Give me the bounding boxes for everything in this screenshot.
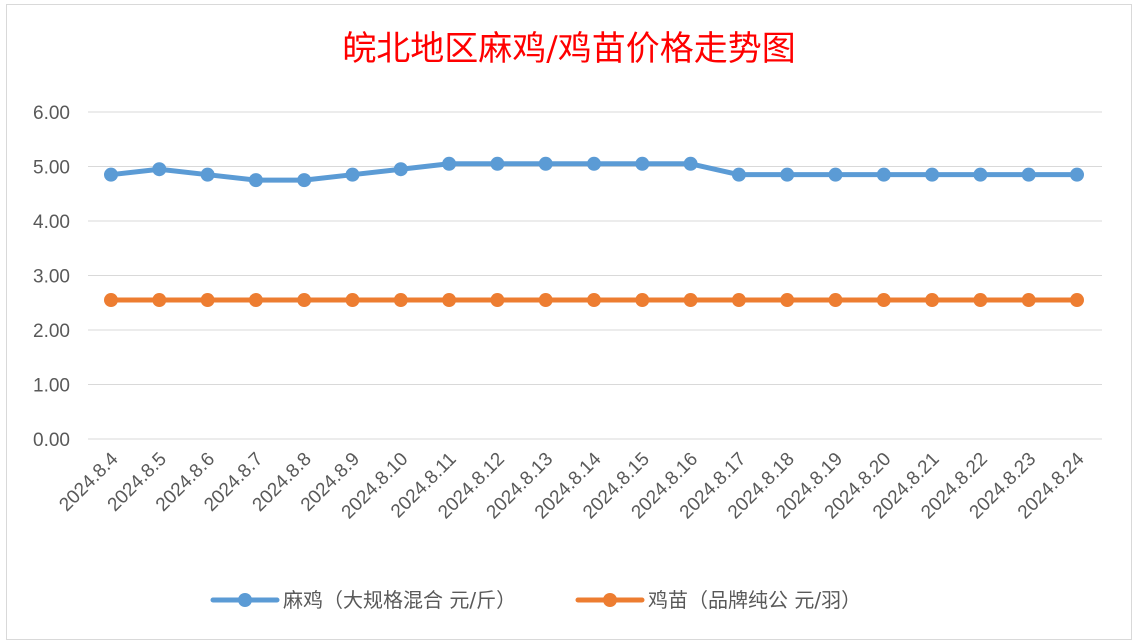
legend-item: 鸡苗（品牌纯公 元/羽）	[575, 588, 861, 612]
legend-label: 麻鸡（大规格混合 元/斤）	[283, 588, 516, 612]
data-point	[490, 293, 505, 308]
data-point	[490, 156, 505, 171]
data-point	[200, 293, 215, 308]
series-1	[104, 156, 1084, 188]
legend-label: 鸡苗（品牌纯公 元/羽）	[648, 588, 861, 612]
data-point	[248, 173, 263, 188]
data-point	[248, 293, 263, 308]
data-point	[635, 293, 650, 308]
data-point	[393, 162, 408, 177]
data-point	[152, 293, 167, 308]
chart-title: 皖北地区麻鸡/鸡苗价格走势图	[342, 29, 795, 69]
data-point	[104, 293, 118, 308]
data-point	[345, 167, 360, 182]
data-point	[1021, 167, 1036, 182]
series-layer	[104, 156, 1084, 308]
y-tick-label: 1.00	[33, 376, 70, 397]
data-point	[297, 173, 312, 188]
data-point	[683, 293, 698, 308]
data-point	[152, 162, 167, 177]
y-tick-label: 2.00	[33, 321, 70, 342]
y-tick-label: 6.00	[33, 103, 70, 124]
data-point	[1021, 293, 1036, 308]
data-point	[104, 167, 118, 182]
data-point	[925, 293, 940, 308]
data-point	[925, 167, 940, 182]
data-point	[828, 293, 843, 308]
chart-frame	[6, 4, 1132, 640]
data-point	[683, 156, 698, 171]
data-point	[780, 167, 795, 182]
legend: 麻鸡（大规格混合 元/斤） 鸡苗（品牌纯公 元/羽）	[210, 588, 861, 612]
data-point	[1070, 167, 1084, 182]
data-point	[587, 293, 601, 308]
data-point	[828, 167, 843, 182]
data-point	[345, 293, 360, 308]
data-point	[200, 167, 215, 182]
data-point	[1070, 293, 1084, 308]
y-tick-label: 0.00	[33, 430, 70, 451]
data-point	[538, 293, 553, 308]
data-point	[297, 293, 312, 308]
legend-item: 麻鸡（大规格混合 元/斤）	[210, 588, 516, 612]
y-tick-label: 5.00	[33, 158, 70, 179]
data-point	[973, 167, 988, 182]
data-point	[731, 293, 746, 308]
legend-marker	[238, 593, 252, 607]
y-axis-ticks: 0.00 1.00 2.00 3.00 4.00 5.00 6.00	[33, 103, 70, 451]
data-point	[876, 293, 891, 308]
data-point	[731, 167, 746, 182]
data-point	[876, 167, 891, 182]
legend-marker	[603, 593, 617, 607]
y-tick-label: 3.00	[33, 267, 70, 288]
data-point	[973, 293, 988, 308]
data-point	[442, 156, 457, 171]
data-point	[587, 156, 601, 171]
data-point	[393, 293, 408, 308]
series-2	[104, 293, 1084, 308]
y-tick-label: 4.00	[33, 212, 70, 233]
data-point	[442, 293, 457, 308]
data-point	[780, 293, 795, 308]
x-axis-ticks: 2024.8.42024.8.52024.8.62024.8.72024.8.8…	[55, 448, 1088, 523]
data-point	[538, 156, 553, 171]
data-point	[635, 156, 650, 171]
